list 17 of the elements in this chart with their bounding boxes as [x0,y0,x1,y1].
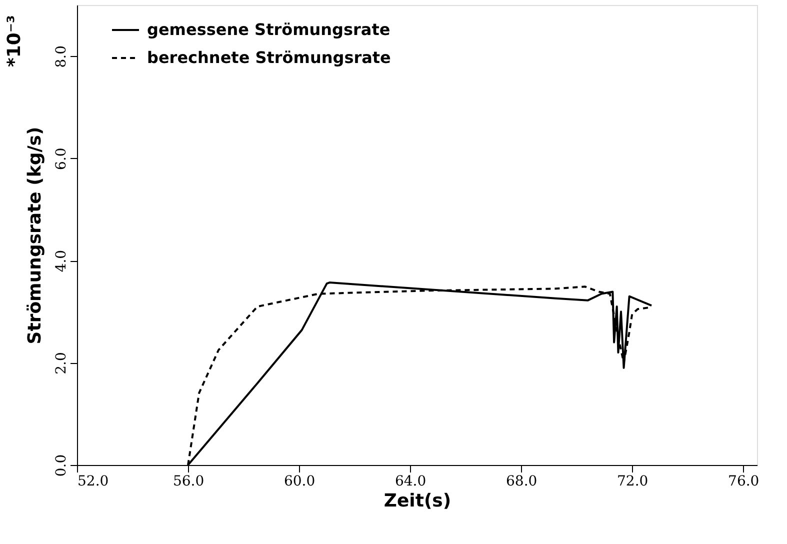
x-tick-label: 60.0 [284,474,316,490]
y-axis-title: Strömungsrate (kg/s) [24,126,46,344]
legend-label: gemessene Strömungsrate [147,20,390,39]
x-tick-label: 52.0 [78,474,109,490]
y-tick-label: 4.0 [54,250,70,272]
y-tick-label: 0.0 [54,454,70,477]
x-tick-label: 56.0 [172,474,204,490]
legend-label: berechnete Strömungsrate [147,48,392,67]
y-tick-label: 6.0 [54,148,70,170]
y-tick-label: 2.0 [54,352,70,374]
x-tick-label: 72.0 [617,474,648,490]
text: *10⁻³ [4,15,25,67]
x-tick-label: 64.0 [394,474,426,490]
x-axis-title: Zeit(s) [384,490,452,512]
x-tick-label: 76.0 [728,474,760,490]
x-tick-label: 68.0 [506,474,538,490]
y-tick-label: 8.0 [54,45,70,68]
